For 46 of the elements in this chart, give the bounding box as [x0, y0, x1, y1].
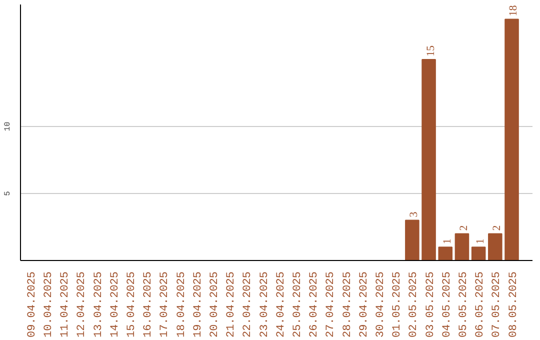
- bar: [422, 58, 436, 260]
- x-tick-label: 18.04.2025: [176, 271, 188, 338]
- x-tick-label: 06.05.2025: [474, 271, 487, 338]
- y-tick-label: 5: [4, 190, 12, 196]
- x-tick-label: 29.04.2025: [358, 271, 370, 338]
- x-tick-label: 25.04.2025: [292, 271, 304, 338]
- x-tick-label: 07.05.2025: [491, 271, 504, 338]
- x-tick-label: 13.04.2025: [92, 271, 105, 338]
- bar: [504, 18, 519, 260]
- bar: [488, 233, 502, 260]
- data-label: 18: [508, 4, 520, 16]
- x-tick-label: 04.05.2025: [441, 271, 454, 338]
- x-tick-label: 19.04.2025: [192, 271, 204, 338]
- data-label: 3: [408, 211, 420, 218]
- data-label: 2: [491, 225, 504, 231]
- x-tick-label: 02.05.2025: [408, 271, 420, 338]
- bar: [454, 233, 470, 260]
- x-tick-label: 22.04.2025: [242, 271, 254, 338]
- x-tick-label: 14.04.2025: [109, 271, 122, 338]
- x-tick-label: 16.04.2025: [142, 271, 155, 338]
- x-tick-label: 09.04.2025: [26, 271, 38, 338]
- bar: [438, 246, 453, 260]
- x-tick-label: 24.04.2025: [275, 271, 288, 338]
- x-tick-label: 01.05.2025: [392, 271, 404, 338]
- x-tick-label: 27.04.2025: [325, 271, 338, 338]
- x-tick-label: 23.04.2025: [258, 271, 271, 338]
- x-tick-label: 05.05.2025: [458, 271, 470, 338]
- data-label: 15: [424, 44, 437, 56]
- x-tick-label: 21.04.2025: [226, 271, 238, 338]
- x-tick-label: 30.04.2025: [374, 271, 387, 338]
- bar: [405, 220, 420, 260]
- y-tick-label: 10: [4, 121, 12, 132]
- data-label: 1: [474, 238, 487, 244]
- x-tick-label: 28.04.2025: [342, 271, 354, 338]
- x-tick-label: 08.05.2025: [508, 271, 520, 338]
- x-tick-label: 17.04.2025: [159, 271, 172, 338]
- bar: [471, 246, 486, 260]
- x-tick-label: 12.04.2025: [76, 271, 88, 338]
- x-tick-label: 11.04.2025: [60, 271, 72, 338]
- data-label: 2: [458, 225, 470, 231]
- data-label: 1: [441, 238, 454, 244]
- x-tick-label: 26.04.2025: [308, 271, 321, 338]
- x-tick-label: 03.05.2025: [424, 271, 437, 338]
- x-tick-label: 10.04.2025: [43, 271, 56, 338]
- x-tick-label: 15.04.2025: [126, 271, 138, 338]
- x-tick-label: 20.04.2025: [209, 271, 222, 338]
